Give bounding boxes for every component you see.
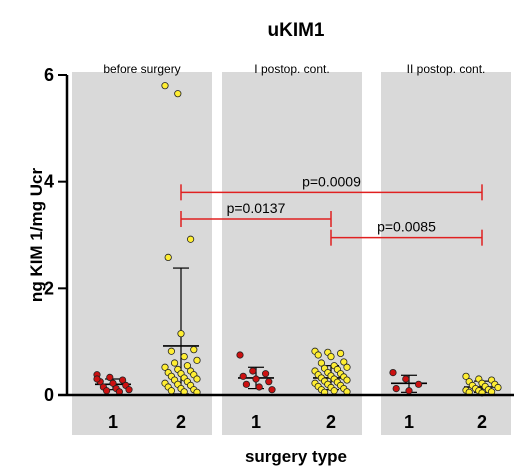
data-point — [177, 330, 185, 338]
data-point — [174, 90, 182, 98]
data-point — [109, 379, 117, 387]
x-tick-label: 2 — [477, 412, 487, 432]
x-tick-label: 1 — [108, 412, 118, 432]
data-point — [343, 376, 351, 384]
data-point — [343, 363, 351, 371]
data-point — [106, 373, 114, 381]
data-point — [239, 372, 247, 380]
panel-label: I postop. cont. — [254, 62, 329, 76]
data-point — [167, 347, 175, 355]
data-point — [252, 375, 260, 383]
data-point — [268, 386, 276, 394]
data-points — [93, 82, 502, 397]
data-point — [255, 383, 263, 391]
data-point — [190, 346, 198, 354]
data-point — [265, 378, 273, 386]
data-point — [249, 367, 257, 375]
data-point — [93, 375, 101, 383]
data-point — [171, 359, 179, 367]
panel-background — [381, 72, 511, 435]
data-point — [180, 352, 188, 361]
data-point — [167, 387, 175, 395]
comparison-brackets: p=0.0009 p=0.0137 p=0.0085 — [180, 173, 483, 246]
data-point — [161, 363, 169, 371]
y-tick-label: 0 — [44, 385, 54, 405]
data-point — [317, 359, 325, 367]
chart-title: uKIM1 — [268, 20, 325, 41]
x-tick-label: 2 — [326, 412, 336, 432]
data-point — [242, 380, 250, 388]
axes: 1 2 1 2 1 2 0 2 4 6 — [44, 65, 514, 432]
data-point — [327, 352, 335, 361]
panel-background — [72, 72, 212, 435]
y-tick-label: 6 — [44, 65, 54, 85]
data-point — [392, 384, 400, 393]
x-tick-label: 1 — [251, 412, 261, 432]
data-point — [164, 253, 172, 261]
data-point — [494, 383, 502, 392]
data-point — [340, 358, 348, 366]
x-axis-title: surgery type — [245, 447, 347, 466]
data-point — [193, 356, 201, 364]
data-point — [330, 387, 338, 395]
y-axis-title: ng KIM 1/mg Ucr — [27, 168, 46, 303]
data-point — [193, 375, 201, 383]
data-point — [462, 372, 470, 380]
data-point — [389, 368, 397, 377]
data-point — [183, 362, 191, 370]
data-point — [125, 386, 133, 394]
panel-background — [222, 72, 362, 435]
p-value-label: p=0.0009 — [302, 173, 361, 189]
data-point — [414, 380, 423, 388]
p-value-label: p=0.0137 — [227, 200, 286, 216]
panel-label: before surgery — [103, 62, 180, 76]
data-point — [187, 235, 195, 243]
p-value-label: p=0.0085 — [377, 219, 436, 235]
data-point — [336, 349, 345, 357]
panel-backgrounds: before surgery I postop. cont. II postop. … — [72, 62, 511, 435]
x-tick-label: 1 — [404, 412, 414, 432]
data-point — [161, 82, 169, 90]
data-point — [103, 387, 111, 395]
panel-label: II postop. cont. — [407, 62, 486, 76]
y-tick-label: 4 — [44, 172, 54, 192]
x-tick-label: 2 — [176, 412, 186, 432]
data-point — [405, 387, 413, 395]
data-point — [314, 351, 322, 359]
data-point — [402, 375, 410, 383]
data-point — [261, 370, 270, 378]
data-point — [236, 351, 244, 359]
y-tick-label: 2 — [44, 278, 54, 298]
data-point — [119, 376, 127, 384]
